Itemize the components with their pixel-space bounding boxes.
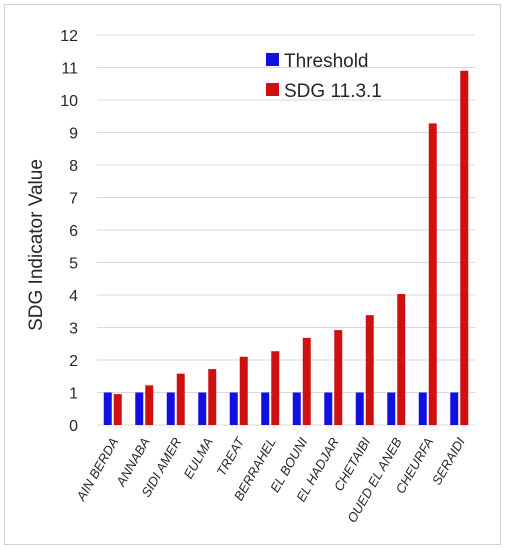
bar-sdg-11-3-1 — [113, 394, 122, 425]
bar-threshold — [261, 392, 270, 425]
legend-swatch-sdg — [266, 83, 279, 96]
x-tick-label: EULMA — [180, 435, 215, 481]
bar-threshold — [387, 392, 396, 425]
gridlines — [97, 34, 475, 426]
y-tick-label: 6 — [69, 223, 78, 240]
bar-sdg-11-3-1 — [334, 330, 343, 425]
bar-threshold — [166, 392, 175, 425]
y-tick-label: 0 — [69, 418, 78, 435]
bar-sdg-11-3-1 — [239, 356, 248, 425]
bar-threshold — [355, 392, 364, 425]
y-tick-label: 1 — [69, 386, 78, 403]
legend-label-threshold: Threshold — [284, 51, 369, 72]
x-tick-label: AIN BERDA — [73, 435, 122, 504]
bar-threshold — [418, 392, 427, 425]
bar-threshold — [103, 392, 112, 425]
bar-threshold — [292, 392, 301, 425]
y-tick-label: 11 — [61, 61, 78, 78]
bar-threshold — [198, 392, 207, 425]
y-tick-label: 12 — [60, 28, 78, 45]
bar-threshold — [324, 392, 333, 425]
legend: Threshold SDG 11.3.1 — [266, 51, 382, 102]
bar-threshold — [229, 392, 238, 425]
legend-swatch-threshold — [266, 53, 279, 66]
bar-threshold — [135, 392, 144, 425]
bar-sdg-11-3-1 — [176, 373, 185, 425]
y-tick-label: 7 — [69, 191, 78, 208]
bars — [103, 70, 469, 426]
bar-sdg-11-3-1 — [271, 351, 280, 425]
bar-sdg-11-3-1 — [428, 123, 437, 426]
bar-sdg-11-3-1 — [460, 70, 469, 425]
legend-label-sdg: SDG 11.3.1 — [284, 81, 382, 102]
y-tick-label: 4 — [69, 288, 78, 305]
y-tick-label: 9 — [69, 126, 78, 143]
bar-sdg-11-3-1 — [208, 369, 217, 425]
y-tick-label: 8 — [69, 158, 78, 175]
bar-sdg-11-3-1 — [145, 385, 154, 425]
bar-sdg-11-3-1 — [365, 315, 374, 425]
y-axis-title: SDG Indicator Value — [26, 159, 47, 331]
bar-sdg-11-3-1 — [302, 337, 311, 425]
y-tick-label: 10 — [60, 93, 78, 110]
y-tick-label: 3 — [69, 321, 78, 338]
y-tick-label: 2 — [69, 353, 78, 370]
chart-frame — [4, 4, 501, 545]
bar-threshold — [450, 392, 459, 425]
y-tick-label: 5 — [69, 256, 78, 273]
bar-sdg-11-3-1 — [397, 294, 406, 425]
x-tick-label: TREAT — [214, 434, 248, 478]
